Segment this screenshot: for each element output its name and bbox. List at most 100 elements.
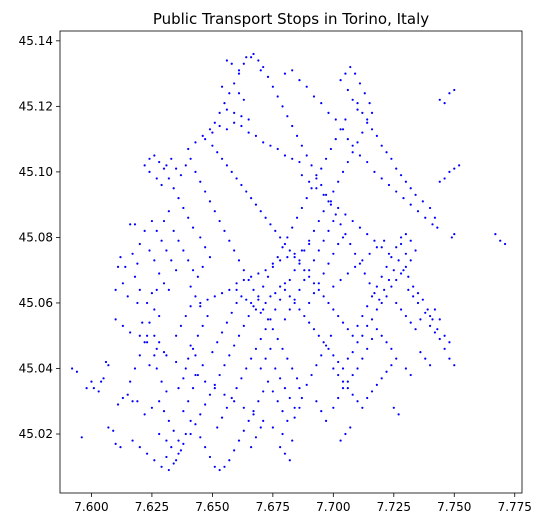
- data-point: [252, 52, 255, 56]
- data-point: [264, 357, 267, 360]
- data-point: [361, 406, 364, 409]
- data-point: [424, 216, 427, 219]
- data-point: [266, 75, 270, 78]
- data-point: [310, 187, 313, 190]
- data-point: [404, 252, 407, 255]
- data-point: [150, 406, 154, 409]
- data-point: [298, 262, 301, 265]
- data-point: [257, 295, 260, 298]
- data-point: [143, 229, 146, 232]
- data-point: [402, 197, 405, 200]
- data-point: [249, 446, 253, 449]
- data-point: [308, 239, 311, 242]
- data-point: [327, 200, 330, 203]
- data-point: [160, 465, 163, 468]
- data-point: [322, 295, 325, 298]
- data-point: [327, 111, 330, 115]
- data-point: [428, 324, 432, 327]
- data-point: [341, 367, 345, 370]
- data-point: [177, 439, 180, 442]
- data-point: [233, 249, 236, 252]
- data-point: [320, 409, 323, 413]
- data-points: [70, 52, 507, 472]
- data-point: [361, 334, 364, 337]
- data-point: [387, 183, 391, 187]
- data-point: [271, 265, 274, 269]
- data-point: [228, 354, 231, 357]
- data-point: [276, 95, 279, 98]
- data-point: [334, 118, 337, 121]
- data-point: [385, 341, 388, 344]
- data-point: [167, 210, 170, 213]
- data-point: [114, 442, 117, 445]
- data-point: [407, 288, 410, 291]
- data-point: [341, 380, 345, 383]
- data-point: [233, 121, 236, 124]
- data-point: [194, 141, 197, 144]
- data-point: [503, 242, 507, 246]
- data-point: [165, 390, 168, 393]
- data-point: [271, 328, 274, 331]
- data-point: [448, 170, 451, 173]
- data-point: [346, 272, 349, 275]
- data-point: [298, 288, 301, 291]
- data-point: [184, 164, 187, 167]
- data-point: [322, 193, 325, 196]
- data-point: [368, 252, 371, 255]
- data-point: [189, 419, 192, 423]
- data-point: [92, 387, 95, 390]
- data-point: [167, 468, 170, 472]
- data-point: [397, 413, 400, 416]
- data-point: [409, 239, 412, 242]
- data-point: [184, 367, 187, 370]
- data-point: [114, 318, 117, 321]
- data-point: [305, 154, 308, 157]
- data-point: [279, 446, 282, 449]
- data-point: [133, 223, 137, 226]
- data-point: [349, 65, 352, 69]
- data-point: [341, 321, 345, 324]
- data-point: [204, 403, 207, 406]
- data-point: [312, 259, 316, 262]
- data-point: [155, 229, 158, 232]
- data-point: [187, 400, 190, 403]
- data-point: [349, 426, 352, 429]
- data-point: [317, 249, 320, 252]
- data-point: [158, 160, 161, 164]
- data-point: [356, 101, 359, 105]
- data-point: [187, 147, 190, 151]
- data-point: [380, 246, 383, 249]
- data-point: [155, 347, 158, 350]
- data-point: [356, 367, 359, 370]
- data-point: [247, 419, 250, 423]
- data-point: [288, 278, 291, 282]
- data-point: [421, 200, 424, 203]
- data-point: [351, 373, 354, 377]
- data-point: [390, 157, 393, 160]
- data-point: [230, 170, 233, 173]
- data-point: [220, 85, 224, 88]
- data-point: [177, 239, 180, 242]
- x-tick-label: 7.650: [195, 500, 229, 514]
- data-point: [107, 426, 110, 429]
- data-point: [281, 432, 284, 436]
- data-point: [97, 390, 100, 393]
- data-point: [213, 465, 216, 468]
- data-point: [75, 370, 79, 373]
- data-point: [165, 249, 168, 252]
- data-point: [225, 128, 228, 131]
- data-point: [375, 308, 378, 311]
- data-point: [395, 357, 398, 360]
- data-point: [303, 269, 306, 272]
- data-point: [201, 324, 204, 327]
- data-point: [315, 177, 318, 180]
- data-point: [213, 383, 216, 386]
- data-point: [220, 416, 224, 419]
- data-point: [189, 344, 192, 347]
- data-point: [283, 242, 287, 246]
- data-point: [160, 183, 163, 187]
- data-point: [259, 311, 262, 314]
- data-point: [320, 167, 323, 170]
- data-point: [247, 278, 250, 282]
